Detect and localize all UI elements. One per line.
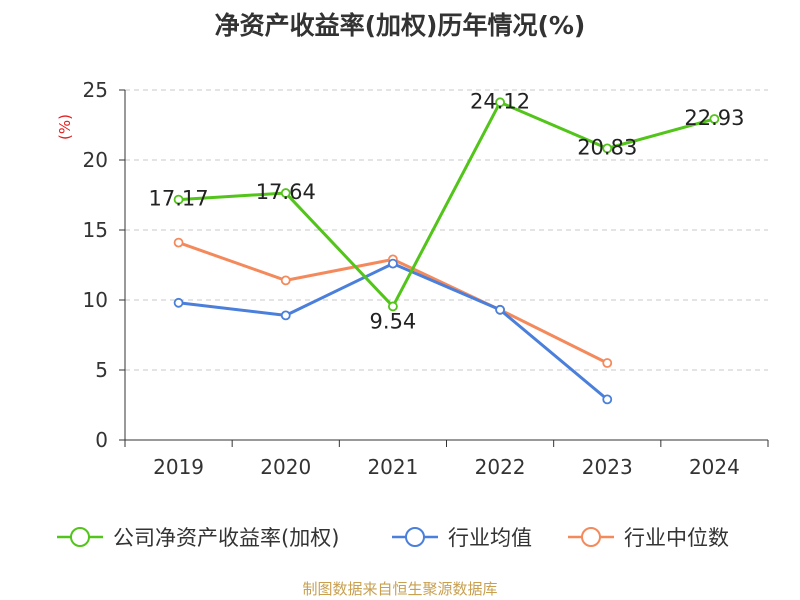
data-label: 17.17	[149, 187, 209, 211]
data-point	[709, 114, 720, 124]
legend-marker	[405, 527, 425, 547]
y-tick-label: 15	[83, 218, 108, 242]
y-tick-label: 20	[83, 148, 108, 172]
data-point	[602, 143, 613, 154]
data-point	[602, 358, 613, 368]
data-point	[602, 394, 613, 405]
data-point	[280, 275, 291, 286]
legend-label: 行业中位数	[624, 526, 729, 550]
data-label: 24.12	[470, 89, 530, 113]
y-tick-label: 5	[95, 358, 108, 382]
legend-label: 行业均值	[448, 526, 532, 550]
x-tick-label: 2020	[260, 455, 311, 479]
y-axis-label: (%)	[56, 114, 74, 140]
x-tick-label: 2024	[689, 455, 740, 479]
data-label: 9.54	[370, 309, 417, 333]
data-point	[280, 310, 291, 321]
x-tick-label: 2022	[475, 455, 526, 479]
legend-label: 公司净资产收益率(加权)	[113, 526, 339, 550]
data-point	[495, 97, 505, 108]
data-point	[280, 188, 291, 198]
chart-title: 净资产收益率(加权)历年情况(%)	[214, 11, 586, 40]
data-label: 20.83	[577, 135, 637, 159]
legend-marker	[581, 527, 601, 547]
source-note: 制图数据来自恒生聚源数据库	[302, 580, 498, 598]
x-tick-label: 2019	[153, 455, 204, 479]
x-tick-label: 2023	[582, 455, 633, 479]
legend-marker	[70, 527, 90, 547]
data-point	[173, 237, 184, 248]
data-label: 17.64	[256, 180, 316, 204]
data-point	[388, 258, 398, 269]
series-line	[178, 100, 715, 308]
y-tick-label: 0	[95, 428, 108, 452]
data-point	[173, 194, 184, 205]
data-point	[388, 301, 398, 312]
x-tick-label: 2021	[367, 455, 418, 479]
y-tick-label: 25	[83, 78, 108, 102]
data-point	[173, 297, 184, 308]
y-tick-label: 10	[83, 288, 108, 312]
data-point	[495, 304, 505, 315]
data-label: 22.93	[684, 106, 744, 130]
